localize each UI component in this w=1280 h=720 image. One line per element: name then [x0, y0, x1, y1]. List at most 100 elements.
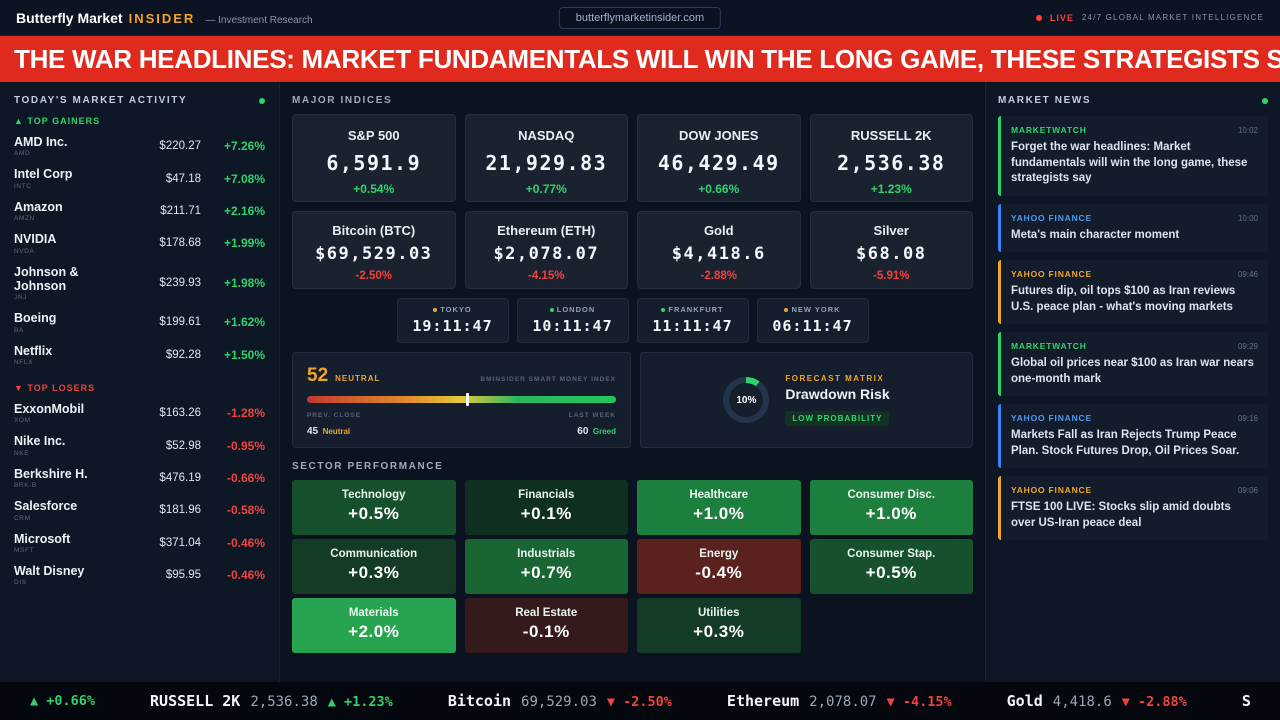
stock-price: $239.93	[159, 276, 201, 289]
stock-row[interactable]: AMD Inc. AMD $220.27 +7.26%	[14, 130, 265, 162]
sector-tile[interactable]: Healthcare +1.0%	[637, 480, 801, 535]
sentiment-footer: PREV. CLOSE 45 Neutral LAST WEEK 60 Gree…	[307, 412, 616, 439]
brand-subtitle: — Investment Research	[205, 14, 313, 26]
clock-dot-icon	[784, 307, 789, 312]
stock-row[interactable]: Microsoft MSFT $371.04 -0.46%	[14, 527, 265, 559]
forecast-matrix-card: 10% FORECAST MATRIX Drawdown Risk LOW PR…	[640, 352, 973, 448]
clock-time: 10:11:47	[532, 317, 613, 335]
stock-price: $371.04	[159, 536, 201, 549]
index-value: 21,929.83	[485, 151, 608, 175]
sector-tile[interactable]: Communication +0.3%	[292, 539, 456, 594]
commodity-change: -4.15%	[528, 270, 565, 282]
forecast-gauge-center: 10%	[729, 383, 764, 417]
prev-close-value: 45	[307, 426, 319, 437]
indices-grid: S&P 500 6,591.9 +0.54% NASDAQ 21,929.83 …	[292, 114, 973, 202]
live-label: LIVE	[1049, 12, 1074, 23]
commodity-value: $69,529.03	[315, 244, 433, 264]
sector-tile[interactable]: Real Estate -0.1%	[464, 598, 628, 653]
stock-row[interactable]: Nike Inc. NKE $52.98 -0.95%	[14, 429, 265, 461]
sector-tile[interactable]: Financials +0.1%	[464, 480, 628, 535]
stock-name-block: Intel Corp INTC	[14, 167, 112, 189]
index-name: DOW JONES	[679, 128, 759, 143]
domain-button[interactable]: butterflymarketinsider.com	[558, 6, 722, 29]
index-value: 6,591.9	[326, 151, 422, 175]
sector-tile[interactable]: Materials +2.0%	[292, 598, 456, 653]
sentiment-value: 52	[307, 365, 329, 386]
sidebar-market-activity: TODAY'S MARKET ACTIVITY ▲ TOP GAINERS AM…	[0, 82, 280, 682]
topbar-status: LIVE 24/7 GLOBAL MARKET INTELLIGENCE	[1035, 12, 1264, 23]
commodity-card: Silver $68.08 -5.91%	[809, 211, 973, 289]
news-item[interactable]: YAHOO FINANCE 09:16 Markets Fall as Iran…	[998, 404, 1268, 469]
news-item[interactable]: MARKETWATCH 10:02 Forget the war headlin…	[998, 116, 1268, 196]
clock-city: NEW YORK	[791, 305, 841, 314]
stock-row[interactable]: Berkshire H. BRK-B $476.19 -0.66%	[14, 462, 265, 494]
sector-tile[interactable]: Consumer Stap. +0.5%	[809, 539, 973, 594]
news-source: YAHOO FINANCE	[1011, 485, 1092, 496]
news-source: YAHOO FINANCE	[1011, 212, 1092, 223]
stock-row[interactable]: Netflix NFLX $92.28 +1.50%	[14, 339, 265, 371]
prev-close-mood: Neutral	[322, 427, 351, 436]
stock-row[interactable]: Salesforce CRM $181.96 -0.58%	[14, 494, 265, 526]
index-card: NASDAQ 21,929.83 +0.77%	[464, 114, 628, 202]
stock-ticker: BRK-B	[14, 482, 37, 490]
stock-change: -0.46%	[226, 568, 265, 583]
sector-tile[interactable]: Technology +0.5%	[292, 480, 456, 535]
sector-grid: Technology +0.5% Financials +0.1% Health…	[292, 480, 973, 653]
stock-row[interactable]: Walt Disney DIS $95.95 -0.46%	[14, 559, 265, 591]
stock-name: Johnson & Johnson	[14, 264, 79, 293]
stock-ticker: NKE	[14, 449, 30, 457]
news-item[interactable]: YAHOO FINANCE 09:46 Futures dip, oil top…	[998, 260, 1268, 325]
commodity-card: Gold $4,418.6 -2.88%	[637, 211, 801, 289]
stock-ticker: DIS	[14, 579, 27, 587]
stock-row[interactable]: NVIDIA NVDA $178.68 +1.99%	[14, 227, 265, 259]
commodity-card: Bitcoin (BTC) $69,529.03 -2.50%	[292, 211, 456, 289]
brand: Butterfly Market INSIDER — Investment Re…	[16, 10, 313, 26]
clock-time: 11:11:47	[652, 317, 733, 335]
stock-change: -0.58%	[226, 503, 265, 518]
stock-row[interactable]: ExxonMobil XOM $163.26 -1.28%	[14, 397, 265, 429]
stock-name-block: Salesforce CRM	[14, 499, 112, 521]
bottom-ticker: ▲ +0.66% RUSSELL 2K 2,536.38 ▲ +1.23% Bi…	[0, 682, 1280, 720]
sector-change: +0.1%	[520, 504, 572, 523]
news-item[interactable]: YAHOO FINANCE 09:06 FTSE 100 LIVE: Stock…	[998, 476, 1268, 541]
last-week-label: LAST WEEK	[568, 412, 616, 419]
sector-change: +2.0%	[348, 622, 400, 641]
stock-row[interactable]: Amazon AMZN $211.71 +2.16%	[14, 195, 265, 227]
news-time: 09:46	[1237, 270, 1258, 280]
stock-row[interactable]: Intel Corp INTC $47.18 +7.08%	[14, 162, 265, 194]
sector-tile[interactable]: Industrials +0.7%	[464, 539, 628, 594]
market-news-panel: MARKET NEWS MARKETWATCH 10:02 Forget the…	[985, 82, 1280, 682]
clock-label: FRANKFURT	[638, 305, 748, 314]
stock-change: +1.50%	[223, 347, 265, 362]
sector-name: Real Estate	[515, 607, 578, 619]
sector-change: +0.7%	[520, 563, 572, 582]
ticker-symbol: S	[1241, 692, 1251, 710]
news-item[interactable]: MARKETWATCH 09:29 Global oil prices near…	[998, 332, 1268, 397]
news-item-header: YAHOO FINANCE 09:46	[1011, 269, 1258, 279]
ticker-value: 2,536.38	[250, 694, 318, 710]
ticker-symbol: Gold	[1006, 692, 1043, 710]
world-clocks: TOKYO 19:11:47 LONDON 10:11:47 FRANK	[292, 298, 973, 343]
news-source: YAHOO FINANCE	[1011, 413, 1092, 424]
stock-row[interactable]: Johnson & Johnson JNJ $239.93 +1.98%	[14, 260, 265, 307]
clock-city: FRANKFURT	[668, 305, 724, 314]
sector-name: Healthcare	[689, 489, 749, 501]
sector-tile[interactable]: Energy -0.4%	[637, 539, 801, 594]
stock-price: $52.98	[165, 439, 201, 452]
smart-money-index-card: 52 NEUTRAL BMINSIDER SMART MONEY INDEX P…	[292, 352, 631, 448]
sector-tile[interactable]: Consumer Disc. +1.0%	[809, 480, 973, 535]
stock-name: Boeing	[14, 311, 57, 326]
news-headline: Forget the war headlines: Market fundame…	[1011, 141, 1248, 185]
sector-name: Communication	[330, 548, 418, 560]
stock-row[interactable]: Boeing BA $199.61 +1.62%	[14, 306, 265, 338]
news-item[interactable]: YAHOO FINANCE 10:00 Meta's main characte…	[998, 203, 1268, 253]
clock-city: LONDON	[556, 305, 596, 314]
sector-change: +1.0%	[865, 504, 917, 523]
stock-change: -0.46%	[226, 535, 265, 550]
index-value: 2,536.38	[837, 151, 946, 175]
stock-name-block: Walt Disney DIS	[14, 564, 112, 586]
sector-tile[interactable]: Utilities +0.3%	[637, 598, 801, 653]
stock-name: AMD Inc.	[14, 135, 68, 149]
index-change: +1.23%	[870, 182, 912, 196]
sector-name: Materials	[348, 607, 399, 619]
